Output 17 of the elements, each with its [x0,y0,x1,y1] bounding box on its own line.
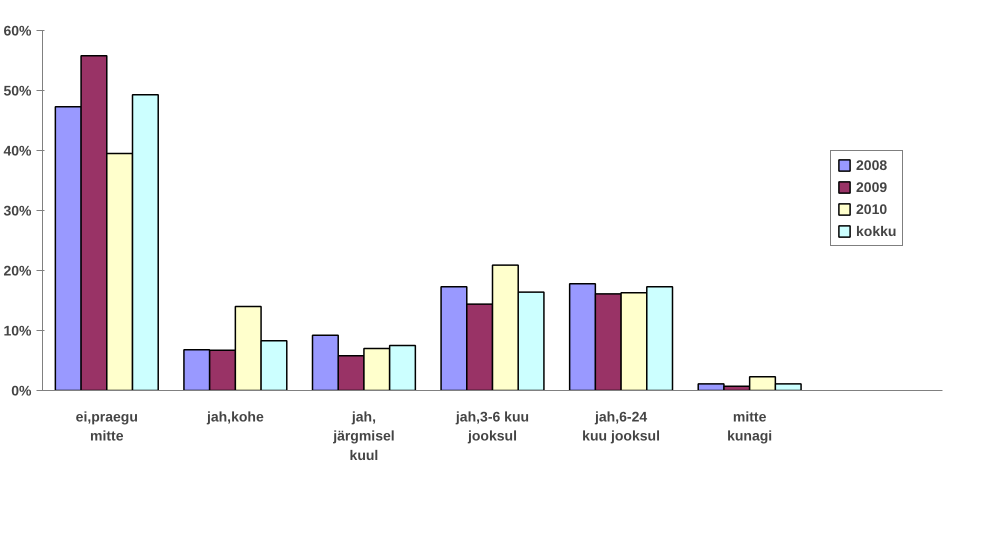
x-tick-label: jah,3-6 kuu jooksul [454,408,530,444]
legend-label: 2009 [856,179,888,195]
y-tick-label: 0% [11,382,32,398]
y-tick-label: 50% [3,82,32,98]
y-tick-label: 40% [3,142,32,158]
x-tick-label: ei,praegu mitte [76,408,138,444]
y-tick-label: 60% [3,22,32,38]
x-tick-label: jah,kohe [206,408,264,424]
legend-label: 2008 [856,157,888,173]
x-tick-label: mitte kunagi [727,408,772,444]
x-tick-label: jah,6-24 kuu jooksul [582,408,660,444]
y-tick-label: 30% [3,202,32,218]
legend-label: kokku [856,223,896,239]
y-tick-label: 10% [3,322,32,338]
legend-label: 2010 [856,201,888,217]
x-tick-label: jah, järgmisel kuul [332,408,395,463]
y-tick-label: 20% [3,262,32,278]
